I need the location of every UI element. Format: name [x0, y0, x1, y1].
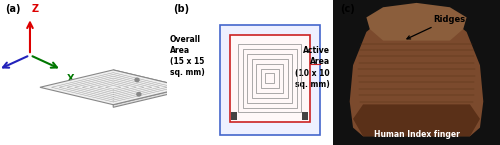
- Bar: [261, 69, 278, 88]
- Text: (c): (c): [340, 4, 354, 14]
- Text: (a): (a): [5, 4, 20, 14]
- Circle shape: [137, 93, 141, 96]
- Circle shape: [135, 78, 139, 82]
- Bar: [232, 112, 237, 120]
- Polygon shape: [350, 7, 484, 136]
- Polygon shape: [113, 70, 186, 90]
- Bar: [220, 25, 320, 135]
- Bar: [302, 112, 308, 120]
- Bar: [238, 44, 301, 113]
- Bar: [256, 64, 283, 93]
- Text: Human Index finger: Human Index finger: [374, 130, 460, 139]
- Polygon shape: [366, 3, 466, 41]
- Polygon shape: [40, 70, 186, 105]
- Bar: [243, 49, 296, 108]
- Polygon shape: [353, 104, 480, 136]
- Bar: [265, 73, 274, 83]
- Text: X: X: [66, 74, 74, 84]
- Bar: [252, 59, 288, 98]
- Text: Ridges: Ridges: [407, 14, 466, 39]
- Bar: [248, 54, 292, 103]
- Text: Active
Area
(10 x 10
sq. mm): Active Area (10 x 10 sq. mm): [295, 46, 330, 89]
- Text: Overall
Area
(15 x 15
sq. mm): Overall Area (15 x 15 sq. mm): [170, 35, 204, 77]
- Text: (b): (b): [173, 4, 190, 14]
- Text: Z: Z: [32, 4, 39, 14]
- Polygon shape: [113, 87, 186, 107]
- Bar: [230, 35, 310, 122]
